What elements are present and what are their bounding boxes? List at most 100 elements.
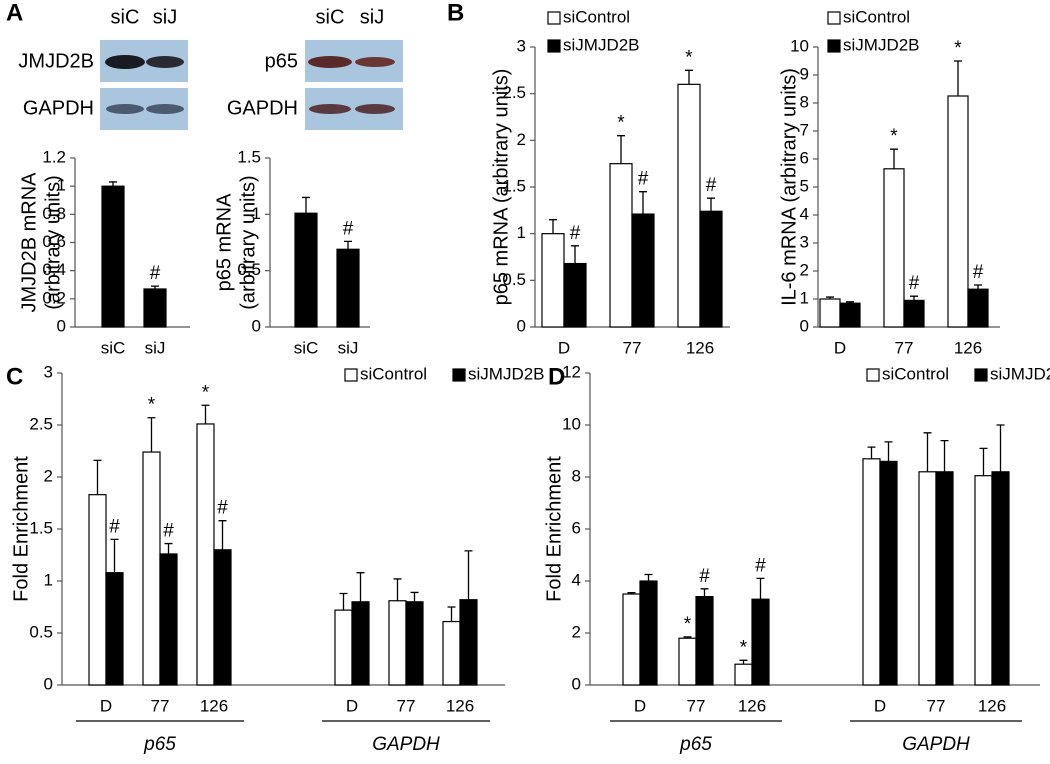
y-tick-label: 2: [800, 260, 809, 279]
y-tick-label: 4: [572, 570, 581, 589]
significance-label: #: [343, 218, 354, 239]
y-tick-label: 0: [572, 674, 581, 693]
legend-label: siControl: [882, 364, 949, 383]
group-label: GAPDH: [372, 734, 440, 755]
bar: [459, 599, 478, 686]
y-tick-label: 0.5: [237, 260, 261, 279]
y-tick-label: 2.5: [502, 83, 526, 102]
bar: [695, 595, 714, 686]
group-label: p65: [143, 734, 176, 755]
bar: [991, 471, 1010, 686]
bar: [967, 288, 989, 328]
error-bar: [151, 285, 159, 289]
legend-swatch: [344, 368, 358, 382]
row-label: JMJD2B: [18, 50, 94, 72]
group-label: p65: [679, 734, 712, 755]
y-tick-label: 3: [44, 362, 53, 381]
error-bar: [164, 542, 173, 554]
blot-band: [146, 104, 184, 114]
significance-label: #: [109, 516, 120, 537]
bar: [947, 95, 969, 328]
y-axis-label: p65 mRNA (arbitrary units): [490, 69, 512, 306]
x-tick-label: 126: [738, 696, 766, 715]
bar: [442, 620, 461, 686]
y-tick-label: 3: [517, 36, 526, 55]
x-tick-label: 126: [446, 696, 474, 715]
y-axis-label: Fold Enrichment: [10, 456, 32, 602]
y-axis-label: JMJD2B mRNA: [18, 172, 40, 313]
error-bar: [940, 439, 949, 472]
x-tick-label: siJ: [145, 338, 166, 357]
bar: [88, 494, 107, 686]
significance-label: *: [954, 38, 962, 59]
error-bar: [683, 636, 692, 639]
y-tick-label: 2: [44, 466, 53, 485]
blot-band: [106, 104, 144, 114]
blot-band: [355, 104, 395, 114]
bar: [405, 601, 424, 686]
bar: [631, 213, 655, 328]
error-bar: [617, 135, 625, 164]
legend-swatch: [974, 368, 988, 382]
y-tick-label: 0: [252, 316, 261, 335]
bar: [294, 212, 318, 328]
legend-label: siControl: [360, 364, 427, 383]
bar: [563, 262, 587, 328]
x-tick-label: 77: [623, 338, 642, 357]
bar: [918, 471, 937, 686]
error-bar: [147, 417, 156, 453]
significance-label: #: [973, 262, 984, 283]
legend-swatch: [827, 39, 841, 53]
error-bar: [890, 148, 898, 169]
legend-swatch: [827, 11, 841, 25]
y-axis-label: IL-6 mRNA (arbitrary units): [778, 68, 800, 306]
bar: [677, 83, 701, 328]
bar: [336, 248, 360, 328]
error-bar: [549, 219, 557, 234]
legend-swatch: [452, 368, 466, 382]
y-tick-label: 3: [800, 232, 809, 251]
error-bar: [201, 404, 210, 424]
panel-letter: C: [6, 363, 23, 390]
error-bar: [867, 446, 876, 459]
blot-band: [309, 104, 351, 114]
x-tick-label: D: [634, 696, 646, 715]
x-tick-label: 77: [151, 696, 170, 715]
y-tick-label: 5: [800, 176, 809, 195]
y-tick-label: 0.2: [42, 288, 66, 307]
x-tick-label: D: [100, 696, 112, 715]
y-tick-label: 7: [800, 120, 809, 139]
bar: [974, 475, 993, 686]
legend-label: siJMJD2B: [468, 364, 545, 383]
error-bar: [954, 60, 962, 96]
significance-label: *: [202, 382, 210, 403]
y-tick-label: 0.5: [502, 270, 526, 289]
bar: [142, 451, 161, 686]
y-tick-label: 6: [800, 148, 809, 167]
error-bar: [218, 520, 227, 550]
y-tick-label: 1: [800, 288, 809, 307]
bar: [159, 553, 178, 686]
significance-label: *: [617, 113, 625, 134]
y-tick-label: 0: [517, 316, 526, 335]
legend-swatch: [547, 11, 561, 25]
legend-label: siJMJD2B: [990, 364, 1050, 383]
significance-label: *: [148, 395, 156, 416]
x-tick-label: D: [346, 696, 358, 715]
bar: [678, 637, 697, 686]
x-tick-label: 126: [978, 696, 1006, 715]
x-tick-label: 126: [200, 696, 228, 715]
panel-letter: A: [6, 0, 23, 26]
x-tick-label: 77: [927, 696, 946, 715]
y-tick-label: 1: [44, 570, 53, 589]
bar: [819, 298, 841, 328]
bar: [143, 288, 167, 328]
error-bar: [339, 592, 348, 611]
y-tick-label: 4: [800, 204, 809, 223]
bar: [334, 609, 353, 686]
bar: [622, 593, 641, 686]
x-tick-label: siC: [101, 338, 126, 357]
error-bar: [393, 578, 402, 601]
x-tick-label: 77: [397, 696, 416, 715]
bar: [903, 299, 925, 328]
